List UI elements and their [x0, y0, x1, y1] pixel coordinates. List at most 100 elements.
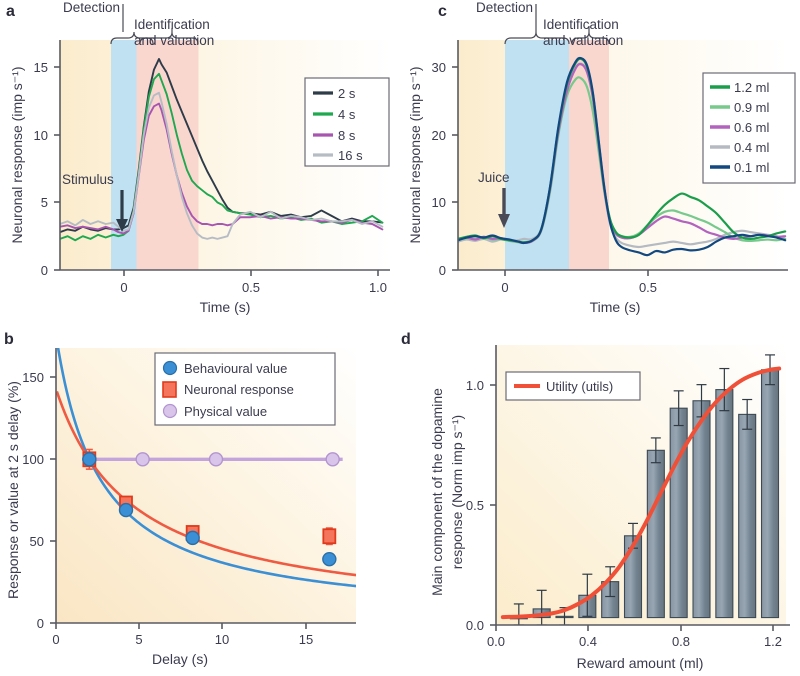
- svg-text:0: 0: [52, 632, 59, 647]
- panel-c-legend: 1.2 ml 0.9 ml 0.6 ml 0.4 ml 0.1 ml: [702, 72, 796, 184]
- svg-text:20: 20: [432, 128, 446, 143]
- panel-c: c 0 10 20 30 0 0.5: [400, 0, 800, 320]
- legend-label-physical-value: Physical value: [184, 404, 267, 419]
- panel-c-x-ticks: 0 0.5: [501, 270, 657, 295]
- legend-marker-neuronal-response: [162, 381, 177, 398]
- legend-label-0-9ml: 0.9 ml: [734, 100, 770, 115]
- panel-c-letter: c: [438, 3, 447, 20]
- bar: [715, 389, 734, 619]
- legend-label-16s: 16 s: [338, 148, 363, 163]
- legend-label-behavioural-value: Behavioural value: [184, 361, 287, 376]
- panel-b: b 0 50 100 150 0 5 10 15 D: [0, 320, 400, 676]
- panel-d-x-ticks: 0.0 0.4 0.8 1.2: [487, 625, 782, 649]
- panel-b-svg: b 0 50 100 150 0 5 10 15 D: [4, 331, 356, 667]
- panel-d-svg: d 0.0 0.5 1.0 0.0 0.4 0.8 1.2 Reward amo…: [401, 331, 790, 671]
- panel-b-x-axis-title: Delay (s): [152, 651, 208, 667]
- panel-c-juice-arrow-head: [498, 214, 510, 228]
- svg-text:0: 0: [37, 616, 44, 631]
- panel-a-stimulus-arrow-head: [116, 219, 128, 232]
- data-point-behavioural-value: [118, 502, 134, 518]
- svg-text:15: 15: [299, 632, 313, 647]
- bar: [646, 449, 665, 619]
- svg-text:15: 15: [34, 60, 48, 75]
- panel-c-label-detection: Detection: [476, 0, 533, 15]
- legend-label-4s: 4 s: [338, 107, 356, 122]
- svg-text:1.0: 1.0: [466, 378, 484, 393]
- trace-16s: [60, 91, 384, 240]
- panel-a-region-detection: [111, 40, 137, 270]
- panel-a: a 0 5 10 15: [0, 0, 400, 320]
- panel-d: d 0.0 0.5 1.0 0.0 0.4 0.8 1.2 Reward amo…: [400, 320, 800, 676]
- svg-text:0.0: 0.0: [466, 618, 484, 633]
- svg-text:50: 50: [30, 534, 44, 549]
- svg-text:0: 0: [41, 263, 48, 278]
- panel-a-region-identification: [136, 40, 199, 270]
- trace-2s: [60, 57, 384, 234]
- data-point-physical-value: [325, 452, 340, 467]
- svg-text:5: 5: [41, 195, 48, 210]
- panel-b-letter: b: [4, 331, 14, 348]
- panel-a-svg: a 0 5 10 15: [6, 0, 390, 315]
- curve-behavioural-value: [56, 348, 356, 588]
- panel-d-letter: d: [401, 331, 411, 348]
- panel-a-label-identification-1: Identification: [134, 17, 210, 32]
- panel-c-traces: [458, 56, 787, 257]
- panel-a-legend: 2 s 4 s 8 s 16 s: [304, 77, 390, 167]
- legend-label-2s: 2 s: [338, 86, 356, 101]
- svg-text:0.5: 0.5: [466, 498, 484, 513]
- legend-label-utility: Utility (utils): [546, 379, 613, 394]
- panel-c-svg: c 0 10 20 30 0 0.5: [407, 0, 796, 315]
- panel-c-label-identification-1: Identification: [543, 17, 619, 32]
- panel-c-y-axis-title: Neuronal response (imp s⁻¹): [407, 66, 423, 243]
- bar: [738, 413, 757, 619]
- panel-a-label-stimulus: Stimulus: [62, 172, 114, 187]
- panel-a-x-ticks: 0 0.5 1.0: [120, 270, 387, 295]
- svg-text:10: 10: [432, 195, 446, 210]
- svg-text:0.5: 0.5: [242, 280, 260, 295]
- panel-a-label-identification-2: and valuation: [134, 33, 214, 48]
- panel-a-letter: a: [6, 3, 15, 20]
- panel-d-plot-content: [500, 354, 782, 625]
- svg-text:0.4: 0.4: [579, 634, 597, 649]
- svg-text:5: 5: [135, 632, 142, 647]
- svg-text:150: 150: [22, 370, 44, 385]
- svg-text:0: 0: [501, 280, 508, 295]
- panel-d-legend: Utility (utils): [505, 371, 641, 401]
- svg-text:100: 100: [22, 452, 44, 467]
- svg-text:1.0: 1.0: [369, 280, 387, 295]
- panel-c-y-ticks: 0 10 20 30: [432, 60, 458, 278]
- svg-text:10: 10: [215, 632, 229, 647]
- legend-label-0-6ml: 0.6 ml: [734, 120, 770, 135]
- panel-c-x-axis-title: Time (s): [590, 299, 641, 315]
- legend-label-neuronal-response: Neuronal response: [184, 382, 294, 397]
- svg-text:30: 30: [432, 60, 446, 75]
- panel-b-legend: Behavioural value Neuronal response Phys…: [154, 352, 336, 426]
- legend-label-1-2ml: 1.2 ml: [734, 80, 770, 95]
- panel-b-data-markers: [82, 448, 340, 567]
- panel-a-traces: [60, 57, 384, 242]
- curve-neuronal-response: [56, 390, 356, 577]
- panel-b-y-ticks: 0 50 100 150: [22, 370, 56, 631]
- legend-label-0-4ml: 0.4 ml: [734, 140, 770, 155]
- panel-c-label-identification-2: and valuation: [543, 33, 623, 48]
- legend-label-8s: 8 s: [338, 128, 356, 143]
- svg-text:0.0: 0.0: [487, 634, 505, 649]
- panel-b-series: [56, 348, 356, 588]
- data-point-behavioural-value: [185, 530, 200, 546]
- panel-a-x-axis-title: Time (s): [200, 299, 251, 315]
- data-point-physical-value: [135, 452, 150, 467]
- svg-text:0.8: 0.8: [672, 634, 690, 649]
- svg-text:10: 10: [34, 128, 48, 143]
- panel-c-label-juice: Juice: [478, 170, 510, 185]
- data-point-behavioural-value: [82, 452, 97, 467]
- panel-a-y-axis-title: Neuronal response (imp s⁻¹): [9, 66, 25, 243]
- panel-d-y-ticks: 0.0 0.5 1.0: [466, 378, 496, 633]
- data-point-behavioural-value: [322, 551, 337, 567]
- data-point-physical-value: [208, 452, 224, 467]
- svg-text:0: 0: [120, 280, 127, 295]
- panel-b-y-axis-title: Response or value at 2 s delay (%): [5, 381, 21, 599]
- legend-marker-physical-value: [162, 403, 178, 419]
- panel-d-y-axis-title-line2: response (Norm imp s⁻¹): [449, 415, 465, 569]
- legend-marker-behavioural-value: [162, 360, 178, 376]
